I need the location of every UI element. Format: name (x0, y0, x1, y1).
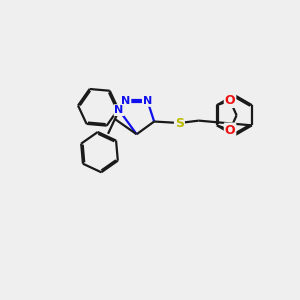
Text: O: O (225, 94, 235, 107)
Text: S: S (175, 116, 184, 130)
Text: O: O (225, 124, 235, 136)
Text: N: N (143, 96, 152, 106)
Text: N: N (115, 105, 124, 115)
Text: N: N (121, 96, 130, 106)
